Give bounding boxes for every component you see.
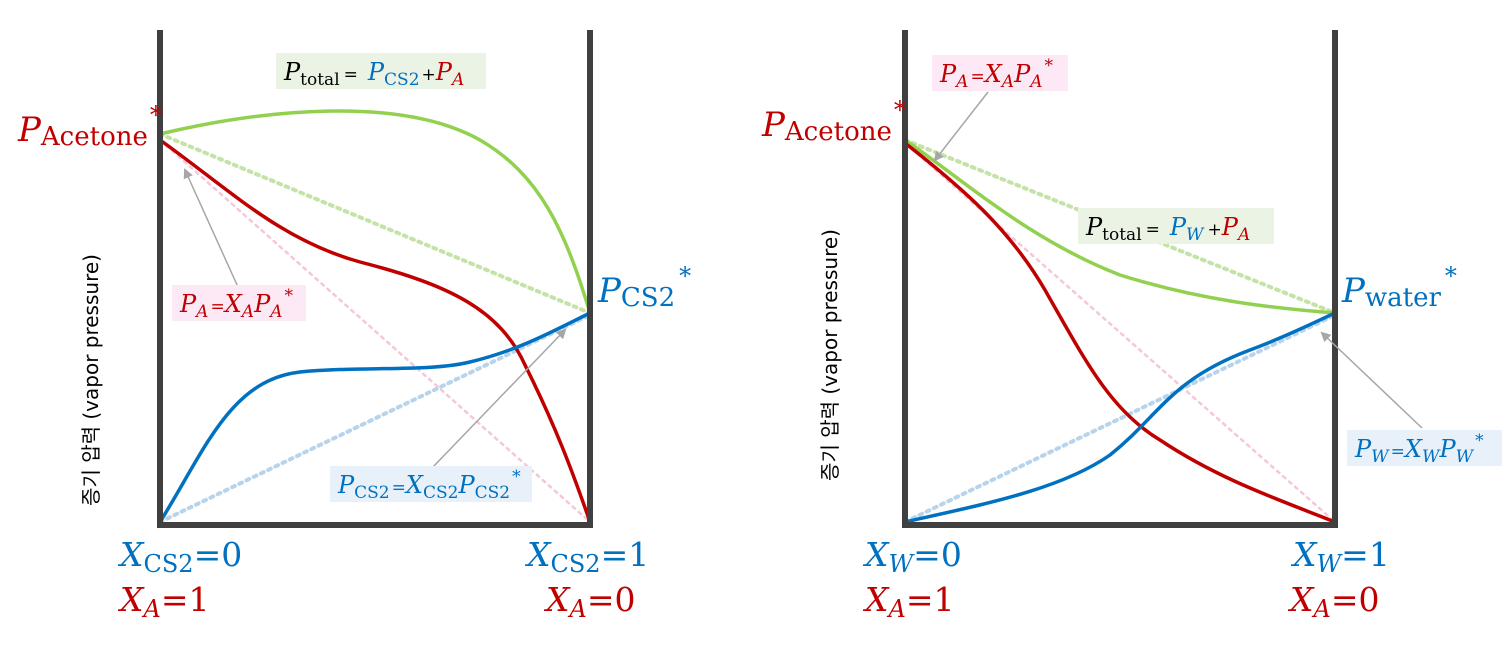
right-acetone-curve	[903, 141, 1336, 524]
left-eq-total: Ptotal = PCS2 +PA	[283, 58, 464, 90]
left-arrow-pa	[183, 168, 239, 288]
right-ideal-water-line	[903, 313, 1337, 524]
right-x-right-bottom: XA=0	[1287, 580, 1380, 623]
right-total-curve	[904, 138, 1336, 315]
left-frame	[157, 30, 593, 528]
right-eq-a-bg	[932, 55, 1068, 91]
left-eq-a: PA =XAPA*	[179, 286, 294, 322]
right-eq-a: PA =XAPA*	[939, 56, 1054, 92]
right-x-right-top: XW=1	[1290, 535, 1390, 578]
right-frame	[902, 30, 1338, 528]
left-pure-cs2-label: PCS2*	[597, 262, 691, 313]
left-y-axis-label: 증기 압력 (vapor pressure)	[79, 254, 103, 506]
left-arrow-pcs2	[431, 328, 567, 469]
right-x-left-bottom: XA=1	[862, 580, 955, 623]
right-eq-b-bg	[1347, 430, 1502, 466]
right-pure-water-label: Pwater*	[1341, 262, 1457, 313]
right-eq-b: PW =XWPW*	[1354, 431, 1484, 467]
left-eq-a-bg	[172, 285, 306, 321]
left-cs2-curve	[158, 311, 591, 523]
left-diagram: Ptotal = PCS2 +PA PA =XAPA* PCS2 =XCS2PCS2* P…	[17, 30, 691, 623]
right-ideal-acetone-line	[903, 141, 1337, 524]
right-arrow-pw	[1320, 331, 1423, 429]
right-eq-total: Ptotal = PW +PA	[1085, 213, 1250, 245]
left-x-left-bottom: XA=1	[117, 580, 210, 623]
left-x-right-top: XCS2=1	[524, 535, 649, 578]
right-pure-acetone-label: PAcetone*	[761, 96, 906, 147]
right-water-curve	[904, 311, 1336, 524]
right-diagram: PA =XAPA* Ptotal = PW +PA PW =XWPW* PAcetone*…	[761, 30, 1502, 623]
left-x-left-top: XCS2=0	[117, 535, 242, 578]
left-eq-b: PCS2 =XCS2PCS2*	[337, 467, 521, 503]
left-total-curve	[159, 109, 592, 314]
left-ideal-total-line	[158, 132, 592, 315]
left-ideal-acetone-line	[158, 138, 592, 524]
right-x-left-top: XW=0	[862, 535, 962, 578]
left-acetone-curve	[158, 138, 592, 523]
left-ideal-cs2-line	[158, 313, 592, 524]
right-eq-total-bg	[1078, 208, 1274, 244]
left-eq-total-bg	[276, 53, 486, 89]
left-eq-b-bg	[330, 466, 532, 502]
left-pure-acetone-label: PAcetone*	[17, 101, 162, 152]
right-y-axis-label: 증기 압력 (vapor pressure)	[818, 229, 842, 481]
right-arrow-pa	[933, 91, 989, 162]
left-x-right-bottom: XA=0	[543, 580, 636, 623]
